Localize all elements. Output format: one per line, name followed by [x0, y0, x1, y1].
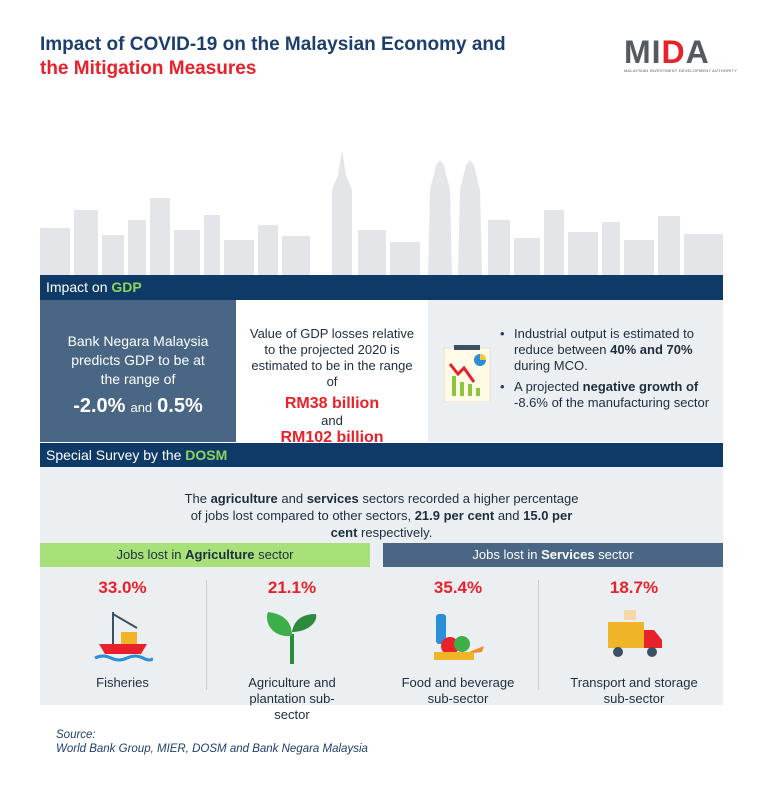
- divider: [538, 580, 539, 690]
- gdp-loss-panel: Value of GDP losses relative to the proj…: [236, 300, 428, 446]
- fishing-boat-icon: [93, 612, 154, 662]
- bullet-manufacturing-growth: A projected negative growth of -8.6% of …: [500, 379, 720, 411]
- bullet-industrial-output: Industrial output is estimated to reduce…: [500, 326, 720, 374]
- dosm-section-header: Special Survey by the DOSM: [40, 443, 723, 468]
- sprout-icon: [267, 612, 317, 664]
- survey-intro: The agriculture and services sectors rec…: [184, 491, 579, 540]
- bnm-text: Bank Negara Malaysia predicts GDP to be …: [67, 333, 209, 387]
- title-line-2: the Mitigation Measures: [40, 58, 257, 79]
- gdp-section-header: Impact on GDP: [40, 275, 723, 300]
- bnm-gdp-forecast-panel: Bank Negara Malaysia predicts GDP to be …: [40, 300, 236, 442]
- mida-logo: MIDA MALAYSIAN INVESTMENT DEVELOPMENT AU…: [624, 34, 738, 73]
- delivery-truck-icon: [608, 610, 662, 657]
- agriculture-jobs-header: Jobs lost in Agriculture sector: [40, 543, 370, 567]
- logo-subtitle: MALAYSIAN INVESTMENT DEVELOPMENT AUTHORI…: [624, 68, 738, 73]
- groceries-icon: [434, 614, 484, 660]
- gdp-low: -2.0%: [73, 395, 126, 417]
- source-note: Source: World Bank Group, MIER, DOSM and…: [56, 729, 368, 755]
- agriculture-plantation-card: 21.1% Agriculture and plantation sub-sec…: [248, 578, 336, 722]
- survey-panel: [40, 467, 723, 705]
- transport-storage-card: 18.7% Transport and storage sub-sector: [570, 578, 698, 706]
- city-skyline-illustration: [40, 150, 723, 275]
- food-beverage-card: 35.4% Food and beverage sub-sector: [401, 578, 515, 706]
- fisheries-card: 33.0% Fisheries: [40, 570, 205, 700]
- title-line-1: Impact of COVID-19 on the Malaysian Econ…: [40, 34, 506, 55]
- industrial-output-panel: Industrial output is estimated to reduce…: [428, 300, 723, 442]
- loss-low: RM38 billion: [284, 395, 380, 412]
- declining-chart-icon: [443, 345, 491, 402]
- loss-text: Value of GDP losses relative to the proj…: [249, 326, 415, 389]
- services-jobs-header: Jobs lost in Services sector: [383, 543, 723, 567]
- gdp-high: 0.5%: [157, 395, 203, 417]
- loss-high: RM102 billion: [280, 429, 384, 446]
- divider: [206, 580, 207, 690]
